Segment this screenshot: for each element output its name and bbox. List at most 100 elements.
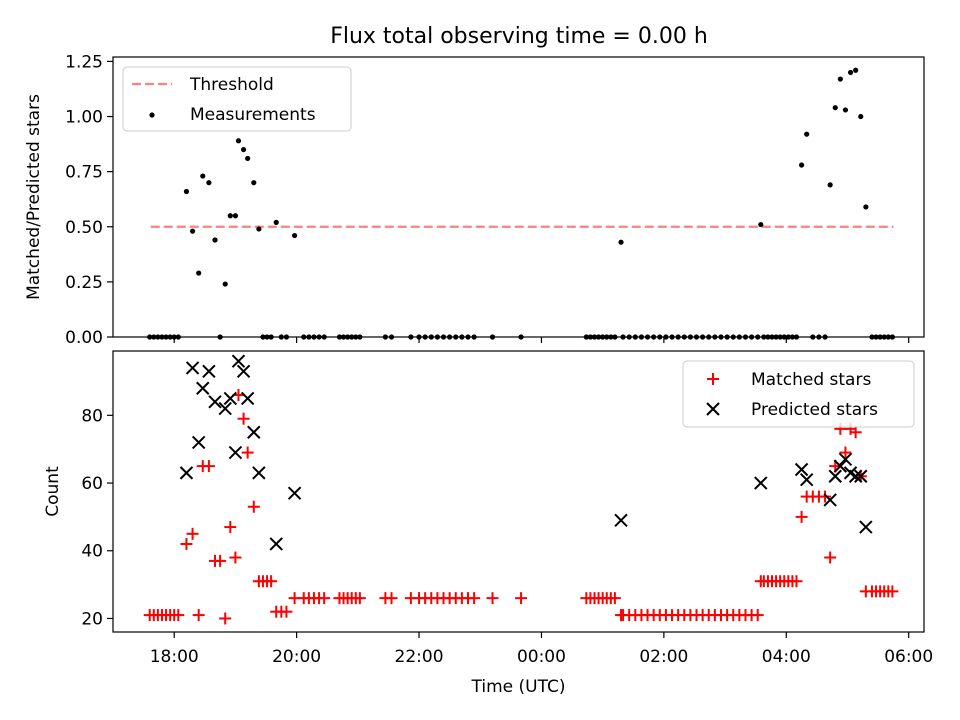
- legend: Threshold Measurements: [122, 66, 352, 132]
- axes-frame: [112, 56, 925, 338]
- top-plot: 0.00 0.25 0.50 0.75 1.00 1.25 Matched/Predicte…: [24, 52, 925, 348]
- matched-star-marker: [247, 500, 260, 513]
- predicted-star-marker: [223, 391, 238, 406]
- measurement-point: [196, 270, 202, 276]
- predicted-star-marker: [828, 469, 842, 483]
- measurement-point: [212, 237, 218, 243]
- y-axis-label: Matched/Predicted stars: [24, 94, 44, 300]
- measurement-point: [256, 226, 262, 232]
- matched-star-marker: [886, 585, 899, 598]
- measurement-point: [200, 173, 206, 179]
- matched-star-marker: [172, 609, 185, 622]
- matched-star-marker: [385, 592, 398, 605]
- matched-star-marker: [186, 527, 199, 540]
- matched-star-marker: [486, 592, 499, 605]
- measurement-point: [273, 219, 279, 225]
- y-tick-label: 80: [81, 406, 103, 426]
- predicted-star-marker: [614, 513, 628, 527]
- matched-star-marker: [224, 521, 237, 534]
- y-tick-label: 0.50: [65, 218, 103, 238]
- x-tick-label: 02:00: [639, 647, 688, 667]
- y-tick-label: 1.25: [65, 52, 103, 72]
- legend-measurements-label: Measurements: [190, 105, 316, 125]
- matched-star-marker: [219, 612, 232, 625]
- predicted-star-marker: [823, 493, 837, 507]
- measurement-point: [832, 105, 838, 111]
- matched-star-marker: [849, 426, 862, 439]
- measurement-point: [858, 113, 864, 120]
- predicted-star-marker: [252, 466, 266, 480]
- measurement-point: [206, 180, 212, 186]
- measurement-point: [222, 281, 228, 287]
- x-tick-label: 04:00: [762, 647, 811, 667]
- y-tick-label: 0.00: [65, 328, 103, 348]
- matched-star-marker: [751, 609, 764, 622]
- predicted-star-marker: [185, 361, 200, 375]
- legend-predicted-label: Predicted stars: [751, 400, 878, 420]
- axes-frame: [112, 350, 925, 633]
- matched-star-marker: [839, 446, 852, 459]
- predicted-star-marker: [794, 462, 809, 477]
- measurement-point: [291, 232, 298, 239]
- y-axis-label: Count: [43, 466, 63, 517]
- figure-title: Flux total observing time = 0.00 h: [330, 24, 708, 49]
- matched-star-marker: [790, 575, 803, 588]
- legend: Matched stars Predicted stars: [682, 360, 915, 428]
- x-axis-label: Time (UTC): [471, 677, 566, 697]
- y-tick-label: 20: [81, 609, 103, 629]
- measurement-point: [804, 131, 810, 137]
- legend-threshold-label: Threshold: [189, 75, 274, 95]
- matched-star-marker: [468, 592, 481, 605]
- matched-star-marker: [824, 551, 837, 564]
- predicted-star-marker: [208, 395, 222, 409]
- measurement-point: [758, 221, 764, 228]
- x-tick-label: 22:00: [395, 647, 444, 667]
- predicted-star-marker: [287, 486, 302, 500]
- measurement-point: [863, 204, 869, 210]
- measurement-point: [842, 107, 849, 113]
- predicted-star-marker: [196, 381, 210, 395]
- predicted-star-marker: [236, 364, 251, 379]
- legend-measurements-swatch: [149, 112, 155, 118]
- matched-star-marker: [180, 537, 193, 550]
- legend-matched-label: Matched stars: [751, 370, 871, 390]
- legend-predicted-swatch: [706, 402, 720, 416]
- x-tick-label: 00:00: [517, 647, 566, 667]
- y-tick-label: 0.25: [65, 273, 103, 293]
- measurement-point: [245, 155, 251, 162]
- predicted-star-marker: [799, 472, 814, 487]
- measurement-point: [837, 76, 843, 82]
- predicted-star-marker: [754, 476, 768, 490]
- measurement-point: [227, 213, 233, 219]
- predicted-star-marker: [859, 520, 873, 534]
- matched-star-marker: [202, 460, 215, 473]
- measurement-point: [798, 162, 805, 168]
- predicted-star-marker: [179, 466, 194, 480]
- y-tick-label: 40: [81, 542, 103, 562]
- predicted-star-marker: [269, 537, 283, 551]
- matched-star-marker: [241, 446, 254, 459]
- measurement-point: [827, 182, 833, 188]
- measurement-point: [240, 146, 247, 153]
- matched-star-marker: [353, 592, 366, 605]
- matched-star-marker: [515, 592, 528, 605]
- predicted-star-marker: [848, 469, 863, 483]
- predicted-star-marker: [247, 425, 261, 439]
- predicted-star-marker: [228, 445, 243, 460]
- matched-star-marker: [229, 551, 242, 564]
- matched-star-marker: [280, 605, 293, 618]
- measurement-point: [183, 188, 190, 195]
- predicted-star-marker: [191, 435, 206, 450]
- matched-star-marker: [318, 592, 331, 605]
- measurement-point: [853, 67, 859, 73]
- measurement-point: [189, 228, 196, 234]
- matched-star-marker: [608, 592, 621, 605]
- matched-star-marker: [214, 554, 227, 567]
- x-tick-label: 06:00: [884, 647, 933, 667]
- measurement-point: [847, 69, 854, 76]
- predicted-star-marker: [240, 391, 255, 406]
- predicted-star-marker: [854, 469, 868, 483]
- y-tick-label: 1.00: [65, 108, 103, 128]
- y-tick-label: 0.75: [65, 163, 103, 183]
